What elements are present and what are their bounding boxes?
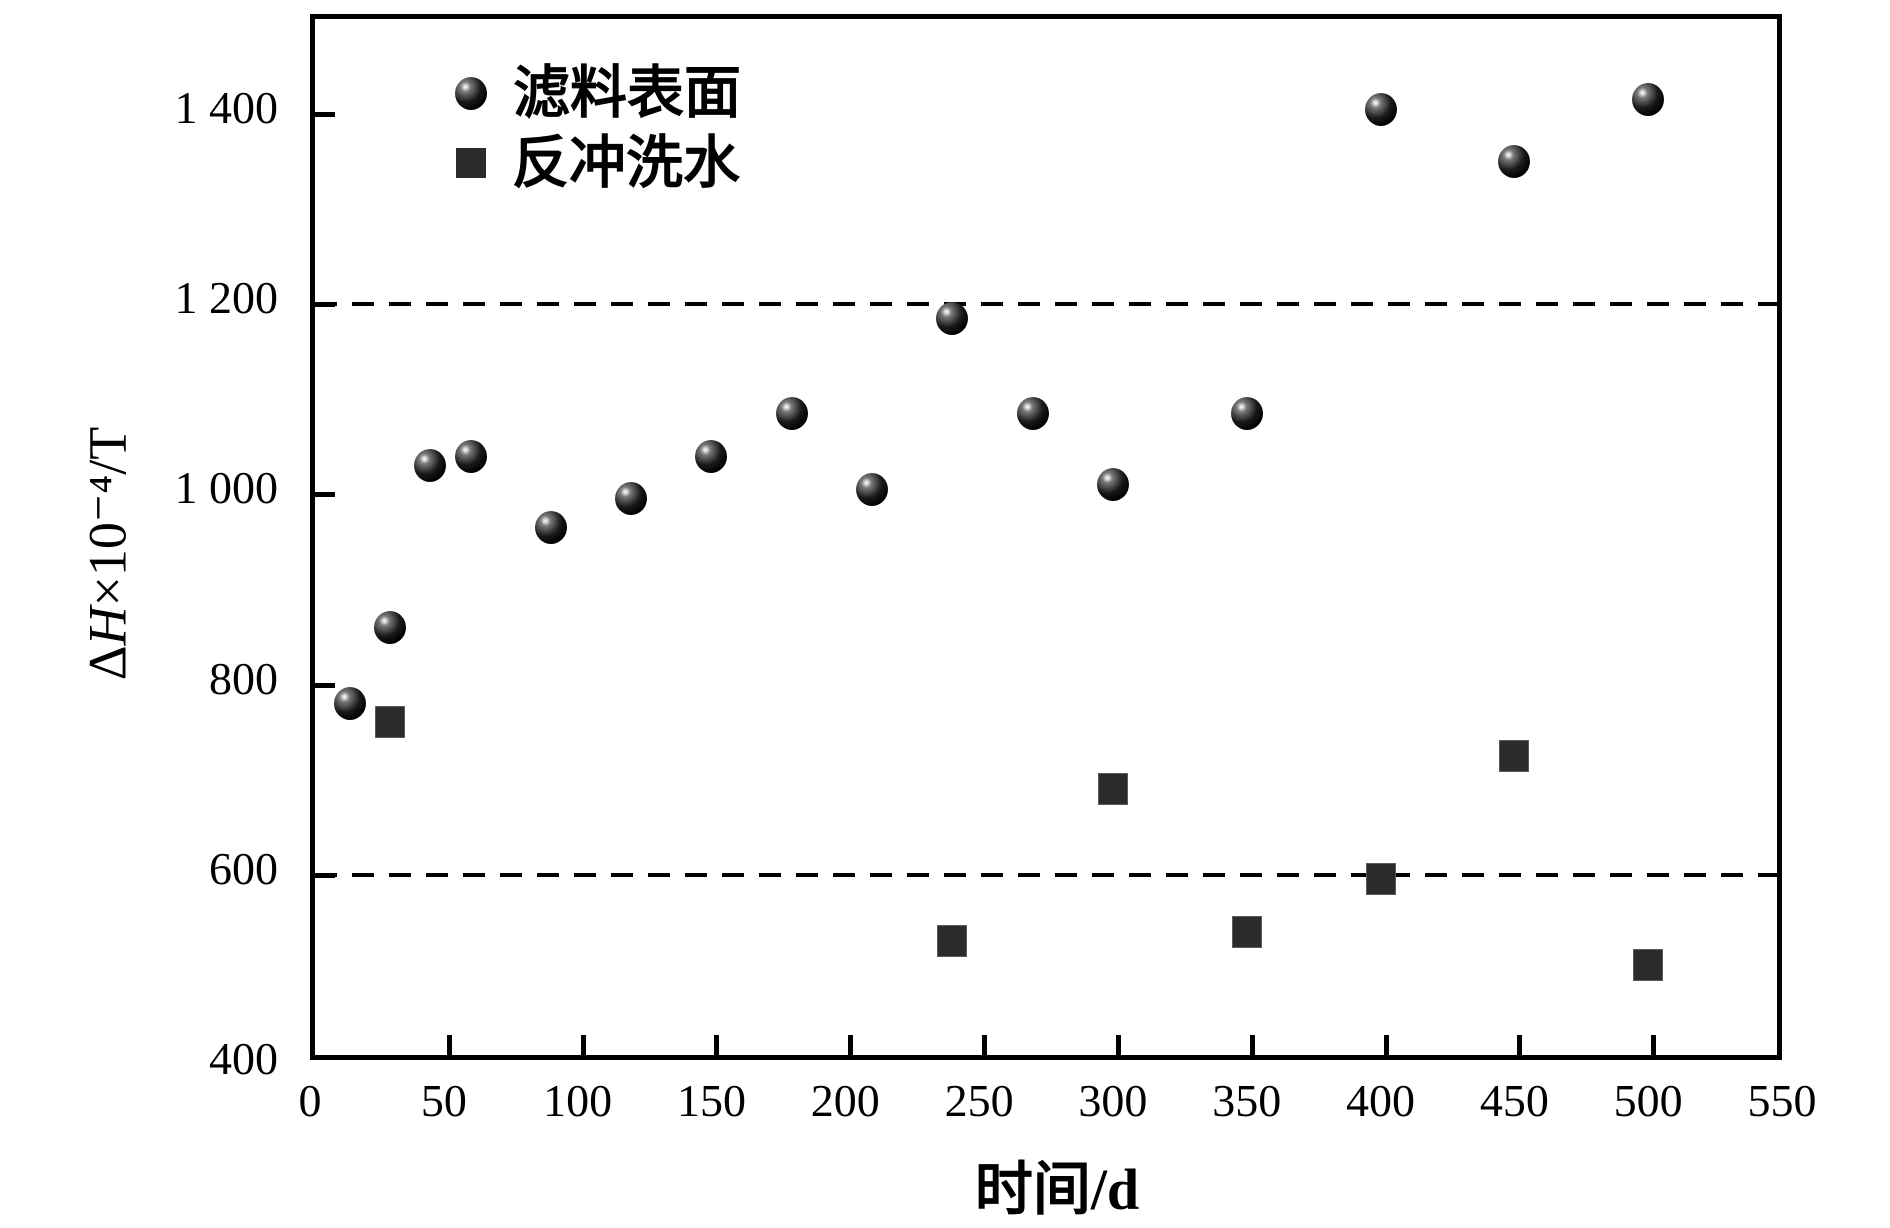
y-tick-label: 600 (209, 842, 278, 894)
data-point-square (375, 706, 406, 739)
x-tick (1383, 1035, 1389, 1055)
y-tick-label: 400 (209, 1033, 278, 1084)
y-tick (315, 872, 335, 878)
x-tick-label: 250 (944, 1075, 1014, 1126)
legend-item-filter-surface: 滤料表面 (455, 58, 741, 128)
data-point-sphere (695, 439, 728, 473)
x-tick (1115, 1035, 1121, 1055)
square-marker-icon (456, 148, 486, 178)
y-tick (315, 302, 335, 308)
x-tick-label: 50 (420, 1075, 467, 1126)
data-point-sphere (454, 439, 487, 473)
data-point-sphere (1364, 92, 1397, 126)
data-point-sphere (534, 510, 567, 544)
x-tick (446, 1035, 452, 1055)
y-tick-label: 1 000 (174, 462, 279, 514)
x-tick (580, 1035, 586, 1055)
y-tick-label: 800 (209, 652, 278, 704)
x-tick-label: 150 (676, 1075, 746, 1126)
y-tick-label: 1 200 (174, 272, 279, 324)
x-tick (982, 1035, 988, 1055)
x-tick-label: 0 (298, 1075, 322, 1126)
legend-label-backwash-water: 反冲洗水 (512, 131, 740, 195)
x-axis-label: 时间/d (974, 1157, 1140, 1222)
x-tick (1651, 1035, 1657, 1055)
x-tick (848, 1035, 854, 1055)
data-point-sphere (936, 301, 969, 335)
legend: 滤料表面 反冲洗水 (455, 58, 741, 198)
data-point-sphere (1016, 396, 1049, 430)
data-point-sphere (775, 396, 808, 430)
data-point-sphere (856, 472, 889, 506)
y-axis-label-symbol: H (77, 606, 138, 646)
data-point-sphere (1230, 396, 1263, 430)
plot-area (310, 14, 1782, 1060)
x-tick-label: 500 (1613, 1075, 1683, 1126)
legend-label-filter-surface: 滤料表面 (513, 61, 741, 125)
data-point-square (937, 925, 968, 958)
data-point-square (1231, 915, 1262, 948)
x-tick (714, 1035, 720, 1055)
x-tick (1249, 1035, 1255, 1055)
legend-item-backwash-water: 反冲洗水 (455, 128, 741, 198)
reference-line (315, 872, 1777, 877)
y-axis-label-units: ×10⁻⁴/T (77, 426, 138, 607)
y-tick-label: 1 400 (174, 82, 279, 134)
x-tick-label: 200 (810, 1075, 880, 1126)
x-tick-label: 100 (543, 1075, 613, 1126)
x-tick-label: 450 (1479, 1075, 1549, 1126)
x-tick-label: 350 (1212, 1075, 1282, 1126)
x-tick (1517, 1035, 1523, 1055)
y-axis-label: ΔH×10⁻⁴/T (76, 304, 139, 804)
reference-line (315, 302, 1777, 307)
data-point-square (1097, 772, 1128, 805)
data-point-square (1365, 863, 1396, 896)
data-point-sphere (374, 610, 407, 644)
data-point-sphere (1096, 468, 1129, 502)
y-tick (315, 682, 335, 688)
x-tick-label: 400 (1346, 1075, 1416, 1126)
x-tick-label: 550 (1747, 1075, 1817, 1126)
data-point-sphere (615, 482, 648, 516)
data-point-sphere (1632, 83, 1665, 117)
data-point-sphere (414, 449, 447, 483)
data-point-square (1499, 739, 1530, 772)
sphere-marker-icon (455, 76, 487, 110)
data-point-sphere (1498, 144, 1531, 178)
x-tick-label: 300 (1078, 1075, 1148, 1126)
data-point-square (1633, 948, 1664, 981)
y-tick (315, 492, 335, 498)
data-point-sphere (334, 686, 367, 720)
y-tick (315, 112, 335, 118)
